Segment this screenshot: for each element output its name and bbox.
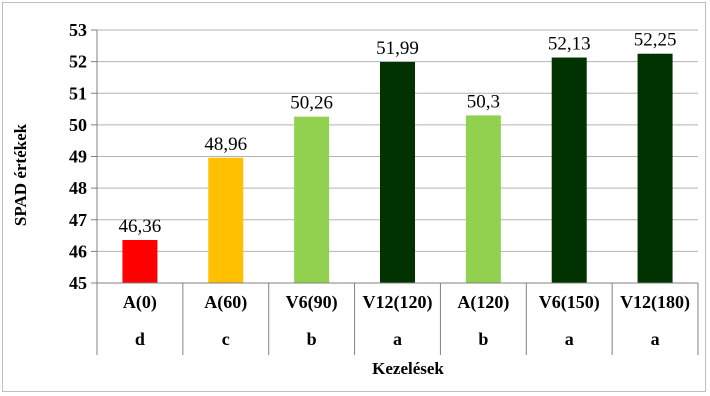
category-table: A(0) d A(60) c V6(90) b V12(120) a A(120) b V6(150… (97, 282, 699, 355)
category-label: V12(180) (620, 292, 690, 313)
category-label: A(120) (457, 292, 509, 313)
category-label: A(0) (123, 292, 157, 313)
x-axis-title: Kezelések (372, 359, 444, 378)
category-label: V12(120) (363, 292, 433, 313)
data-label: 51,99 (376, 38, 419, 59)
category-label: V6(90) (286, 292, 338, 313)
y-tick-label: 48 (69, 178, 87, 198)
y-tick-label: 47 (69, 210, 87, 230)
bar (637, 53, 673, 283)
y-tick-label: 49 (69, 147, 87, 167)
group-letter: c (222, 329, 230, 349)
y-tick-labels: 45 46 47 48 49 50 51 52 53 (69, 20, 87, 293)
group-letter: b (478, 329, 488, 349)
group-letter: a (393, 329, 402, 349)
data-label: 50,26 (290, 93, 333, 114)
category-label: A(60) (204, 292, 247, 313)
y-tick-label: 52 (69, 52, 87, 72)
bars (122, 53, 673, 283)
bar (380, 61, 415, 283)
data-label: 52,25 (634, 30, 677, 51)
data-label: 50,3 (467, 91, 500, 112)
bar (208, 157, 244, 283)
y-tick-label: 51 (69, 83, 87, 103)
data-labels: 46,36 48,96 50,26 51,99 50,3 52,13 52,25 (119, 30, 677, 237)
group-letter: a (651, 329, 660, 349)
data-label: 48,96 (204, 134, 247, 155)
group-letter: b (307, 329, 317, 349)
group-letter: a (565, 329, 574, 349)
y-tick-label: 50 (69, 115, 87, 135)
chart-frame (2, 2, 706, 392)
data-label: 46,36 (119, 216, 162, 237)
y-tick-label: 45 (69, 273, 87, 293)
y-axis-title: SPAD értékek (11, 123, 30, 226)
group-letter: d (135, 329, 145, 349)
bar (122, 239, 158, 283)
y-tick-label: 53 (69, 20, 87, 40)
y-tick-label: 46 (69, 241, 87, 261)
category-label: V6(150) (539, 292, 600, 313)
data-label: 52,13 (548, 34, 591, 55)
bar (465, 115, 501, 283)
bar (551, 57, 587, 283)
bar (294, 116, 330, 283)
